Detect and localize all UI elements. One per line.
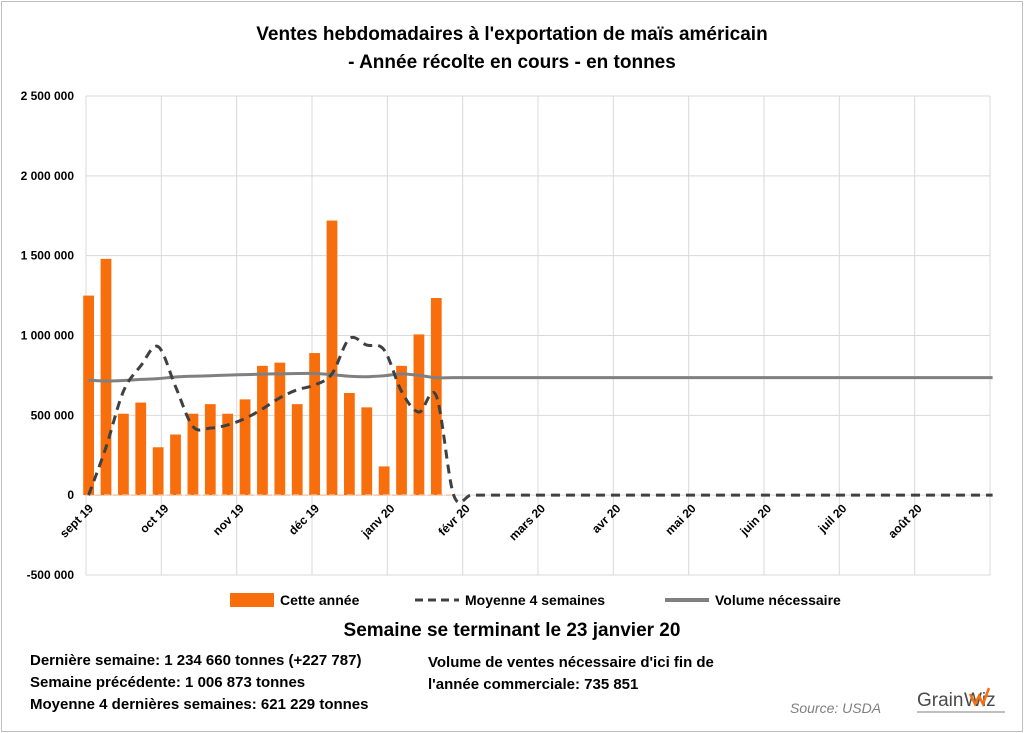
x-tick-label: mars 20	[506, 501, 548, 543]
series-line-moyenne-4-semaines	[87, 335, 993, 504]
bar	[187, 413, 199, 496]
bar	[100, 258, 112, 496]
bar	[413, 334, 425, 496]
bar	[361, 407, 373, 496]
x-tick-label: janv 20	[358, 501, 398, 541]
bar	[204, 404, 216, 496]
x-tick-label: déc 19	[286, 501, 323, 538]
bar	[343, 392, 355, 496]
legend-label-avg: Moyenne 4 semaines	[465, 592, 606, 608]
logo-tagline	[917, 711, 1005, 713]
bar	[309, 353, 320, 496]
info-left: Dernière semaine: 1 234 660 tonnes (+227…	[30, 650, 369, 716]
info-previous-week: Semaine précédente: 1 006 873 tonnes	[30, 674, 306, 691]
legend-item-avg: Moyenne 4 semaines	[415, 592, 605, 608]
legend: Cette année Moyenne 4 semaines Volume né…	[0, 592, 1024, 616]
bar	[326, 220, 338, 496]
logo-text-grain: Grain	[917, 690, 963, 711]
source-note: Source: USDA	[790, 700, 882, 716]
legend-swatch-avg	[415, 598, 459, 602]
x-tick-label: févr 20	[436, 501, 473, 538]
y-tick-label: 500 000	[31, 408, 75, 422]
week-title: Semaine se terminant le 23 janvier 20	[343, 620, 681, 641]
bar	[222, 413, 234, 496]
bar	[117, 413, 129, 496]
x-tick-label: sept 19	[57, 501, 96, 540]
info-4week-average: Moyenne 4 dernières semaines: 621 229 to…	[30, 696, 369, 713]
bar	[291, 404, 303, 496]
bar	[170, 434, 181, 496]
bar	[135, 402, 147, 496]
info-right: Volume de ventes nécessaire d'ici fin de…	[428, 652, 714, 696]
x-tick-label: oct 19	[137, 501, 172, 536]
legend-swatch-bars	[230, 593, 274, 607]
grainwiz-logo: Grain Wiz	[917, 687, 1005, 713]
bar	[274, 362, 286, 496]
x-tick-label: mai 20	[662, 501, 699, 538]
y-tick-label: 1 500 000	[21, 249, 75, 263]
info-required-line1: Volume de ventes nécessaire d'ici fin de	[428, 654, 714, 671]
x-tick-label: avr 20	[589, 501, 624, 536]
y-tick-label: 2 000 000	[21, 169, 75, 183]
x-tick-label: août 20	[885, 501, 925, 541]
y-tick-label: 2 500 000	[21, 89, 75, 103]
legend-item-bars: Cette année	[230, 592, 359, 608]
series-line-volume-necessaire	[88, 371, 993, 383]
y-tick-label: -500 000	[27, 568, 75, 582]
bar	[378, 466, 390, 496]
chart-title-line1: Ventes hebdomadaires à l'exportation de …	[256, 24, 768, 45]
bar	[83, 295, 94, 496]
y-tick-label: 1 000 000	[21, 329, 75, 343]
bar	[396, 365, 407, 496]
bar	[239, 399, 251, 496]
bar	[257, 365, 268, 496]
x-tick-label: juil 20	[815, 501, 850, 536]
info-last-week: Dernière semaine: 1 234 660 tonnes (+227…	[30, 652, 362, 669]
logo-mark	[968, 687, 991, 708]
chart-title-line2: - Année récolte en cours - en tonnes	[348, 52, 676, 73]
logo-text-wiz: Wiz	[964, 690, 996, 711]
bar	[152, 447, 164, 496]
legend-label-bars: Cette année	[280, 592, 360, 608]
x-tick-label: juin 20	[737, 501, 775, 539]
info-required-line2: l'année commerciale: 735 851	[428, 676, 639, 693]
x-tick-label: nov 19	[210, 501, 247, 538]
legend-item-req: Volume nécessaire	[665, 592, 841, 608]
legend-label-req: Volume nécessaire	[715, 592, 841, 608]
legend-swatch-req	[665, 598, 709, 602]
y-tick-label: 0	[67, 488, 74, 502]
